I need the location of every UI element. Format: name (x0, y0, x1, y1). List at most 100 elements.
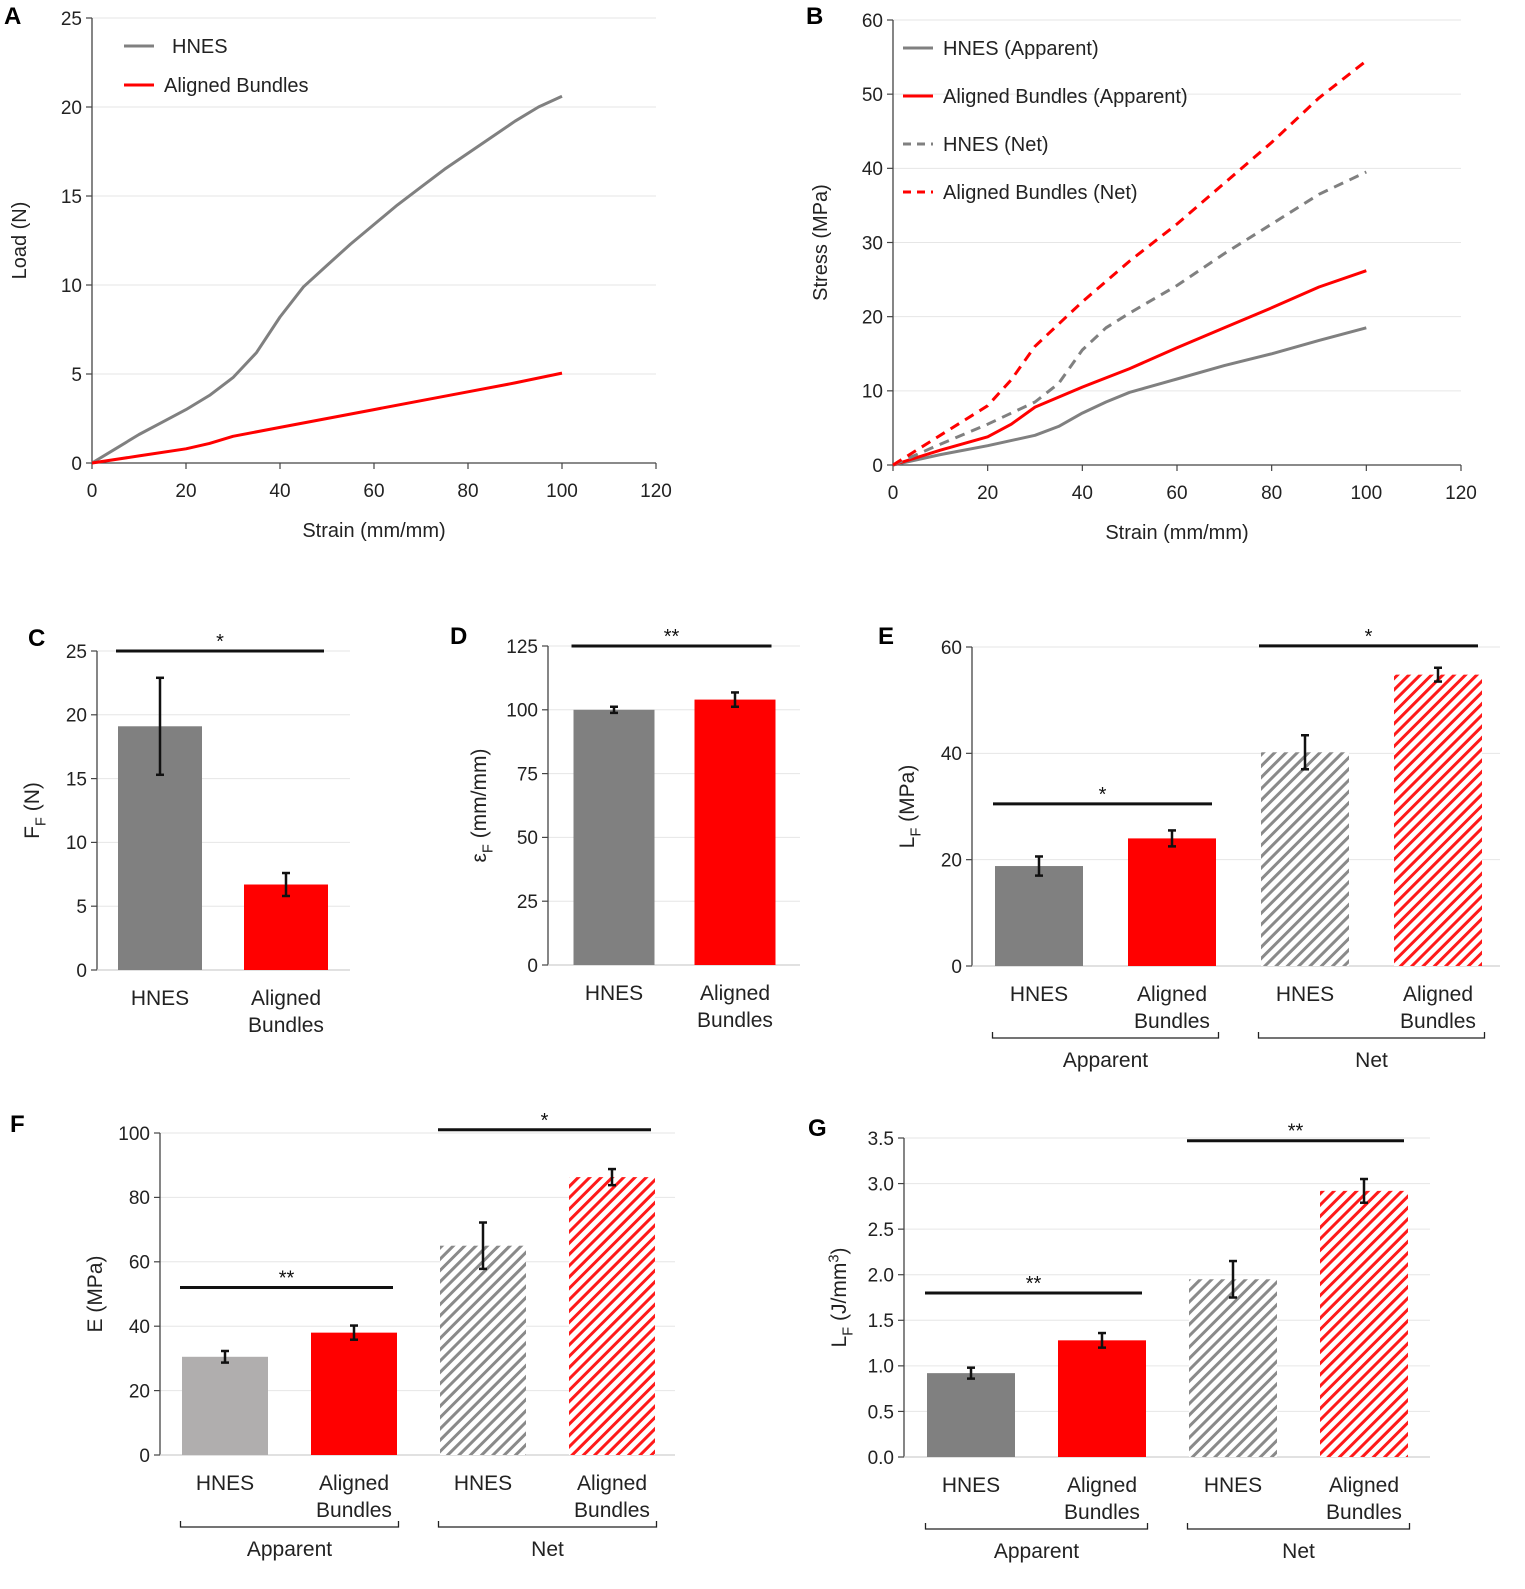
panel-D-letter: D (450, 623, 467, 650)
panel-A-series-line (91, 371, 563, 465)
panel-D-ytick-label: 50 (517, 828, 538, 849)
panel-A-legend-label: HNES (172, 36, 228, 58)
panel-B-series-line (892, 59, 1368, 467)
panel-B-legend-label: HNES (Net) (943, 134, 1049, 156)
panel-B-series-line (892, 170, 1367, 467)
panel-E-group-bracket (991, 1032, 1220, 1039)
panel-G-bar-chart: 0.0 0.5 1.0 1.5 2.0 2.5 3.0 3.5 HNES Aligned Bundl… (827, 1121, 1430, 1563)
panel-G-ytick-label: 0.5 (868, 1402, 894, 1423)
panel-A-xlabel: Strain (mm/mm) (302, 520, 445, 542)
panel-E-group-label: Apparent (1063, 1049, 1148, 1072)
panel-F-category-label: HNES (196, 1472, 254, 1495)
panel-E-group-label: Net (1355, 1049, 1388, 1072)
panel-B-ytick-label: 20 (862, 308, 883, 329)
panel-B-xtick-label: 20 (977, 483, 998, 504)
panel-E-ytick-label: 60 (941, 638, 962, 659)
panel-E-category-label: Aligned (1137, 983, 1207, 1006)
panel-A-xtick-label: 120 (640, 481, 672, 502)
panel-A-ytick-label: 20 (61, 98, 82, 119)
panel-B-series-line (892, 326, 1367, 467)
panel-A-line-chart: 0 5 10 15 20 25 0 20 40 60 80 100 120 Strain (mm/mm) L… (9, 9, 672, 542)
panel-A-xtick-label: 60 (363, 481, 384, 502)
panel-F-ytick-label: 100 (118, 1124, 150, 1145)
panel-C-category-label: HNES (131, 987, 189, 1010)
panel-F-category-label: Aligned (577, 1472, 647, 1495)
panel-G-letter: G (808, 1115, 827, 1142)
panel-E-bar (1261, 752, 1349, 966)
panel-A-ytick-label: 10 (61, 276, 82, 297)
panel-G-group-label: Apparent (994, 1540, 1079, 1563)
panel-F-group-bracket (437, 1521, 658, 1528)
panel-D-category-label: Bundles (697, 1009, 773, 1032)
panel-F-bar (440, 1245, 526, 1455)
panel-D-significance-label: ** (664, 626, 680, 648)
panel-C-bar-chart: 0 5 10 15 20 25 HNES Aligned Bundles * FF (N) (21, 631, 350, 1037)
panel-G-ytick-label: 0.0 (868, 1448, 894, 1469)
panel-F-significance-label: * (541, 1110, 549, 1132)
panel-G-group-bracket (924, 1523, 1149, 1530)
panel-A-xtick-label: 80 (457, 481, 478, 502)
panel-E-bar (995, 866, 1083, 966)
panel-B-ytick-label: 40 (862, 159, 883, 180)
panel-F-group-label: Apparent (247, 1538, 332, 1561)
panel-G-bar (1189, 1279, 1277, 1457)
panel-G-category-label: Bundles (1064, 1501, 1140, 1524)
panel-D-bar-chart: 0 25 50 75 100 125 HNES Aligned Bundles ** εF (mm/… (468, 626, 800, 1032)
panel-G-bar (927, 1373, 1015, 1457)
panel-F-ytick-label: 40 (129, 1317, 150, 1338)
panel-A-xtick-label: 0 (87, 481, 98, 502)
panel-F-group-label: Net (531, 1538, 564, 1561)
panel-G-category-label: HNES (1204, 1474, 1262, 1497)
panel-D-bar (573, 709, 655, 965)
panel-F-category-label: HNES (454, 1472, 512, 1495)
panel-D-ytick-label: 25 (517, 892, 538, 913)
panel-E-letter: E (878, 623, 894, 650)
panel-C-ytick-label: 5 (76, 897, 87, 918)
panel-G-bar (1320, 1190, 1408, 1457)
panel-A-ytick-label: 25 (61, 9, 82, 30)
panel-E-ytick-label: 0 (951, 957, 962, 978)
panel-B-legend-label: Aligned Bundles (Net) (943, 182, 1138, 204)
panel-C-significance-label: * (216, 631, 224, 653)
panel-B-xlabel: Strain (mm/mm) (1105, 522, 1248, 544)
panel-G-bar (1058, 1340, 1146, 1457)
panel-F-ytick-label: 0 (139, 1446, 150, 1467)
panel-C-category-label: Bundles (248, 1014, 324, 1037)
panel-E-category-label: HNES (1276, 983, 1334, 1006)
panel-D-ytick-label: 75 (517, 764, 538, 785)
panel-B-xtick-label: 0 (888, 483, 899, 504)
panel-E-group-bracket (1257, 1032, 1486, 1039)
panel-D-category-label: HNES (585, 982, 643, 1005)
panel-D-bar (694, 699, 776, 965)
panel-F-ytick-label: 80 (129, 1188, 150, 1209)
panel-B-ytick-label: 0 (872, 456, 883, 477)
panel-G-significance-label: ** (1026, 1273, 1042, 1295)
panel-B-xtick-label: 60 (1166, 483, 1187, 504)
panel-D-ytick-label: 0 (527, 956, 538, 977)
panel-G-ytick-label: 1.5 (868, 1311, 894, 1332)
panel-E-category-label: HNES (1010, 983, 1068, 1006)
panel-G-group-bracket (1186, 1523, 1411, 1530)
panel-E-significance-label: * (1099, 784, 1107, 806)
panel-C-ytick-label: 20 (66, 706, 87, 727)
panel-E-category-label: Bundles (1400, 1010, 1476, 1033)
panel-G-category-label: Aligned (1067, 1474, 1137, 1497)
panel-F-ylabel: E (MPa) (84, 1255, 107, 1332)
panel-F-ytick-label: 60 (129, 1253, 150, 1274)
panel-A-ylabel: Load (N) (9, 202, 31, 280)
panel-E-ylabel: LF (MPa) (896, 765, 924, 849)
panel-D-ytick-label: 125 (506, 637, 538, 658)
panel-G-ylabel: LF (J/mm3) (827, 1248, 857, 1348)
panel-D-ylabel: εF (mm/mm) (468, 749, 496, 863)
panel-E-category-label: Aligned (1403, 983, 1473, 1006)
panel-G-ytick-label: 3.0 (868, 1174, 894, 1195)
panel-C-ytick-label: 15 (66, 769, 87, 790)
panel-C-ytick-label: 25 (66, 642, 87, 663)
panel-E-ytick-label: 40 (941, 744, 962, 765)
panel-A-xtick-label: 100 (546, 481, 578, 502)
panel-C-bar (244, 884, 328, 970)
panel-G-ytick-label: 2.0 (868, 1266, 894, 1287)
panel-C-ytick-label: 10 (66, 833, 87, 854)
panel-B-ytick-label: 30 (862, 233, 883, 254)
